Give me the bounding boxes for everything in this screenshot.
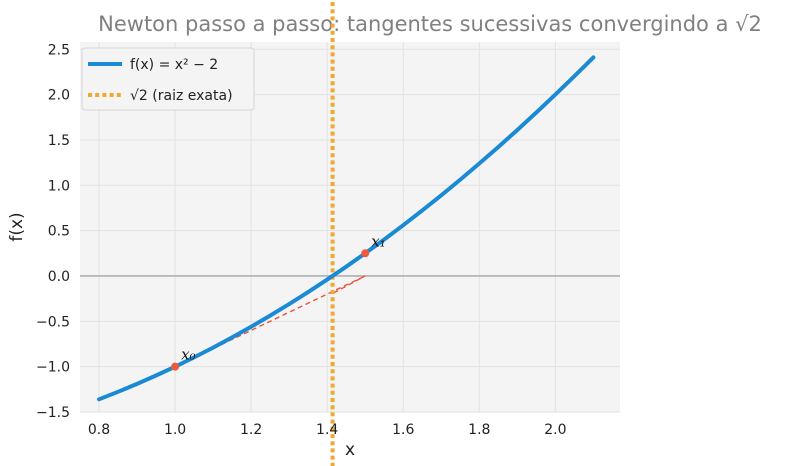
y-tick-label: −0.5 <box>36 314 70 330</box>
legend: f(x) = x² − 2 √2 (raiz exata) <box>81 47 255 111</box>
x-axis-label: x <box>345 440 355 460</box>
x-tick-label: 1.2 <box>240 422 262 438</box>
y-tick-label: −1.0 <box>36 360 70 376</box>
y-tick-label: 2.0 <box>48 88 70 104</box>
legend-label: f(x) = x² − 2 <box>130 57 218 73</box>
iteration-point <box>361 249 370 258</box>
function-curve <box>97 55 596 402</box>
x-tick-label: 0.8 <box>88 422 110 438</box>
y-tick-label: 0.5 <box>48 224 70 240</box>
y-tick-label: 0.0 <box>48 269 70 285</box>
x-tick-label: 2.0 <box>544 422 566 438</box>
legend-box <box>81 47 255 111</box>
y-tick-label: −1.5 <box>36 405 70 421</box>
curve-series <box>97 55 596 402</box>
y-axis-label: f(x) <box>7 212 27 241</box>
x-tick-label: 1.0 <box>164 422 186 438</box>
x-tick-label: 1.4 <box>316 422 338 438</box>
y-tick-label: 1.5 <box>48 133 70 149</box>
point-label: x₁ <box>371 232 385 250</box>
chart-title: Newton passo a passo: tangentes sucessiv… <box>98 12 762 36</box>
x-tick-label: 1.8 <box>468 422 490 438</box>
y-tick-label: 2.5 <box>48 42 70 58</box>
y-tick-label: 1.0 <box>48 178 70 194</box>
y-axis-ticks: −1.5 −1.0 −0.5 0.0 0.5 1.0 1.5 2.0 2.5 <box>36 42 70 421</box>
x-axis-ticks: 0.8 1.0 1.2 1.4 1.6 1.8 2.0 <box>88 422 567 438</box>
iteration-points: x₀ x₁ <box>171 232 386 371</box>
tangent-line <box>333 275 366 294</box>
x-tick-label: 1.6 <box>392 422 414 438</box>
iteration-point <box>171 362 180 371</box>
point-label: x₀ <box>181 346 195 364</box>
legend-label: √2 (raiz exata) <box>130 88 233 104</box>
